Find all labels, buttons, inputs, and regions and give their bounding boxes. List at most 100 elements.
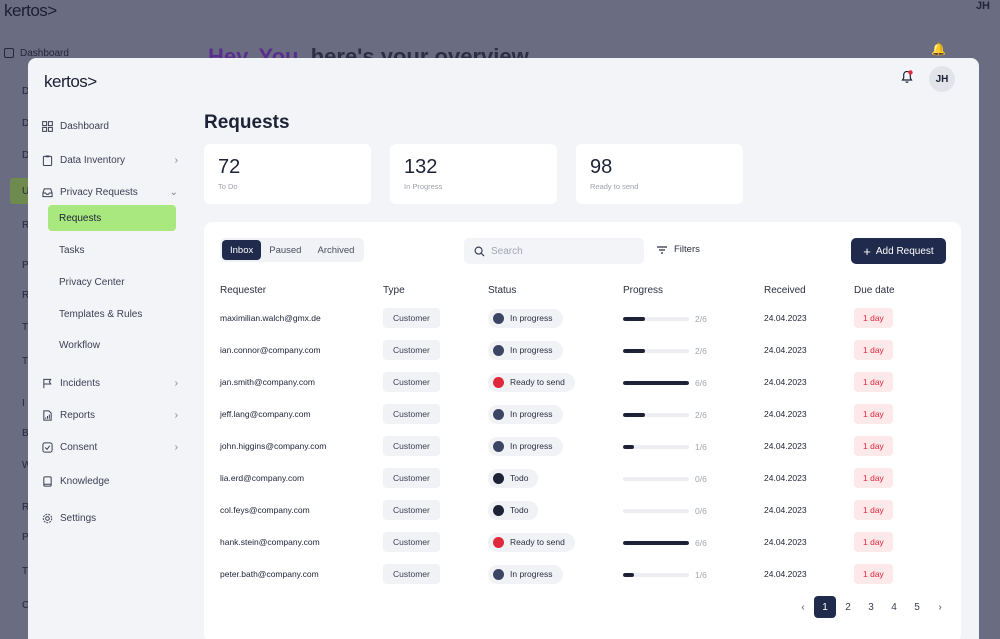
- view-tabs: Inbox Paused Archived: [220, 238, 365, 262]
- progress-text: 2/6: [695, 409, 707, 420]
- report-icon: [43, 409, 52, 421]
- column-header-status[interactable]: Status: [488, 284, 517, 296]
- sidebar-item-label: Knowledge: [60, 475, 110, 487]
- requester-email: ian.connor@company.com: [220, 345, 321, 355]
- due-badge: 1 day: [854, 532, 893, 552]
- bell-icon[interactable]: [899, 69, 915, 85]
- page-button[interactable]: 4: [891, 601, 897, 613]
- background-letter: C: [22, 600, 30, 611]
- progress-text: 6/6: [695, 537, 707, 548]
- user-avatar[interactable]: JH: [929, 66, 955, 92]
- sidebar-item-incidents[interactable]: Incidents ›: [42, 372, 178, 394]
- background-letter: B: [22, 428, 29, 439]
- clipboard-icon: [42, 154, 53, 166]
- status-badge: In progress: [488, 308, 563, 328]
- progress-bar: [623, 572, 689, 577]
- requester-email: maximilian.walch@gmx.de: [220, 313, 321, 323]
- add-request-button[interactable]: + Add Request: [851, 238, 946, 264]
- table-row[interactable]: hank.stein@company.com Customer Ready to s…: [220, 526, 950, 558]
- sidebar-item-data-inventory[interactable]: Data Inventory ›: [42, 149, 178, 171]
- page-button[interactable]: 3: [868, 601, 874, 613]
- sidebar-subitem-privacy-center[interactable]: Privacy Center: [59, 276, 125, 288]
- table-row[interactable]: jan.smith@company.com Customer Ready to se…: [220, 366, 950, 398]
- search-icon: [474, 246, 485, 257]
- progress-indicator: 6/6: [623, 378, 707, 388]
- due-badge: 1 day: [854, 564, 893, 584]
- app-window: kertos> JH Dashboard Data Inventory › Pr…: [28, 58, 979, 639]
- type-tag: Customer: [383, 532, 440, 552]
- column-header-requester[interactable]: Requester: [220, 284, 267, 296]
- grid-icon: [42, 120, 53, 132]
- chevron-left-icon[interactable]: ‹: [801, 601, 805, 613]
- background-logo: kertos>: [4, 1, 57, 20]
- background-nav-dashboard: Dashboard: [4, 48, 69, 59]
- progress-bar: [623, 508, 689, 513]
- status-label: In progress: [510, 441, 553, 451]
- sidebar-subitem-requests[interactable]: Requests: [48, 205, 176, 231]
- background-letter: P: [22, 532, 29, 543]
- sidebar-subitem-workflow[interactable]: Workflow: [59, 339, 100, 351]
- stat-value: 72: [218, 156, 241, 178]
- table-row[interactable]: maximilian.walch@gmx.de Customer In progre…: [220, 302, 950, 334]
- chevron-right-icon: ›: [174, 377, 178, 389]
- due-badge: 1 day: [854, 404, 893, 424]
- table-row[interactable]: john.higgins@company.com Customer In progr…: [220, 430, 950, 462]
- check-square-icon: [42, 441, 53, 453]
- progress-bar: [623, 476, 689, 481]
- sidebar-item-label: Consent: [60, 441, 98, 453]
- progress-text: 1/6: [695, 569, 707, 580]
- table-row[interactable]: peter.bath@company.com Customer In progres…: [220, 558, 950, 590]
- tab-inbox[interactable]: Inbox: [222, 240, 262, 260]
- search-input[interactable]: [491, 245, 631, 257]
- app-logo[interactable]: kertos>: [44, 72, 97, 91]
- pagination: ‹ 1 2 3 4 5 ›: [792, 596, 951, 618]
- table-row[interactable]: ian.connor@company.com Customer In progres…: [220, 334, 950, 366]
- page-button[interactable]: 2: [845, 601, 851, 613]
- sidebar-item-consent[interactable]: Consent ›: [42, 436, 178, 458]
- progress-fill: [623, 572, 635, 577]
- flag-icon: [43, 378, 52, 388]
- status-badge: Todo: [488, 468, 539, 488]
- inbox-icon: [42, 187, 53, 197]
- sidebar-item-knowledge[interactable]: Knowledge: [42, 470, 178, 492]
- sidebar-subitem-templates-rules[interactable]: Templates & Rules: [59, 308, 143, 320]
- progress-fill: [623, 444, 635, 449]
- progress-text: 2/6: [695, 313, 707, 324]
- chevron-right-icon[interactable]: ›: [938, 601, 942, 613]
- page-button[interactable]: 5: [914, 601, 920, 613]
- chevron-right-icon: ›: [174, 441, 178, 453]
- page-title: Requests: [204, 112, 290, 133]
- due-badge: 1 day: [854, 308, 893, 328]
- filter-icon: [657, 245, 667, 254]
- stat-label: To Do: [218, 182, 238, 191]
- tab-paused[interactable]: Paused: [269, 244, 302, 256]
- sidebar-subitem-tasks[interactable]: Tasks: [59, 244, 85, 256]
- type-tag: Customer: [383, 308, 440, 328]
- column-header-due-date[interactable]: Due date: [854, 284, 895, 296]
- received-date: 24.04.2023: [764, 345, 807, 355]
- filters-button[interactable]: Filters: [656, 244, 700, 255]
- table-row[interactable]: jeff.lang@company.com Customer In progress…: [220, 398, 950, 430]
- tab-archived[interactable]: Archived: [317, 244, 355, 256]
- sidebar-item-privacy-requests[interactable]: Privacy Requests ⌄: [42, 181, 178, 203]
- due-badge: 1 day: [854, 436, 893, 456]
- plus-icon: +: [863, 243, 871, 259]
- column-header-progress[interactable]: Progress: [623, 284, 664, 296]
- background-letter: D: [22, 150, 30, 161]
- status-dot: [493, 440, 504, 452]
- status-label: Ready to send: [510, 377, 565, 387]
- sidebar-item-reports[interactable]: Reports ›: [42, 404, 178, 426]
- sidebar-item-settings[interactable]: Settings: [42, 507, 178, 529]
- sidebar-item-dashboard[interactable]: Dashboard: [42, 115, 178, 137]
- page-button[interactable]: 1: [814, 596, 836, 618]
- column-header-received[interactable]: Received: [764, 284, 806, 296]
- table-row[interactable]: col.feys@company.com Customer Todo 0/6 24.04…: [220, 494, 950, 526]
- column-header-type[interactable]: Type: [383, 284, 405, 296]
- chevron-right-icon: ›: [174, 154, 178, 166]
- search-box[interactable]: [464, 238, 644, 264]
- status-dot: [493, 472, 504, 484]
- stat-card-todo: 72 To Do: [204, 144, 371, 204]
- table-row[interactable]: lia.erd@company.com Customer Todo 0/6 24.04.…: [220, 462, 950, 494]
- status-label: In progress: [510, 313, 553, 323]
- status-dot: [493, 312, 504, 324]
